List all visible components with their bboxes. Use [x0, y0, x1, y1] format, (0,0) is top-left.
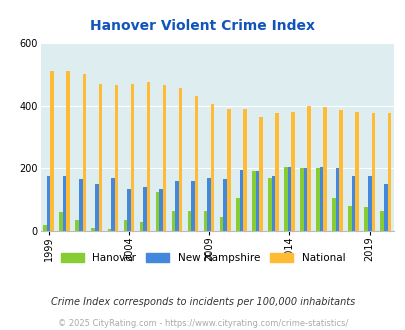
- Text: Hanover Violent Crime Index: Hanover Violent Crime Index: [90, 19, 315, 33]
- Bar: [223, 179, 226, 231]
- Bar: [354, 112, 358, 231]
- Bar: [347, 206, 351, 231]
- Bar: [43, 225, 47, 231]
- Bar: [107, 229, 111, 231]
- Bar: [322, 107, 326, 231]
- Bar: [335, 168, 339, 231]
- Bar: [207, 178, 211, 231]
- Bar: [235, 198, 239, 231]
- Bar: [95, 184, 98, 231]
- Bar: [351, 176, 354, 231]
- Bar: [315, 168, 319, 231]
- Bar: [203, 211, 207, 231]
- Bar: [220, 217, 223, 231]
- Bar: [50, 71, 54, 231]
- Bar: [211, 104, 214, 231]
- Bar: [287, 167, 290, 231]
- Bar: [175, 181, 178, 231]
- Bar: [111, 178, 114, 231]
- Bar: [191, 181, 194, 231]
- Bar: [339, 110, 342, 231]
- Bar: [271, 176, 275, 231]
- Legend: Hanover, New Hampshire, National: Hanover, New Hampshire, National: [56, 248, 349, 267]
- Bar: [255, 172, 258, 231]
- Bar: [299, 168, 303, 231]
- Bar: [303, 168, 307, 231]
- Bar: [146, 82, 150, 231]
- Bar: [284, 167, 287, 231]
- Bar: [171, 211, 175, 231]
- Bar: [82, 74, 86, 231]
- Bar: [387, 114, 390, 231]
- Bar: [159, 189, 162, 231]
- Bar: [143, 187, 146, 231]
- Bar: [319, 167, 322, 231]
- Text: © 2025 CityRating.com - https://www.cityrating.com/crime-statistics/: © 2025 CityRating.com - https://www.city…: [58, 319, 347, 328]
- Bar: [66, 71, 70, 231]
- Bar: [379, 211, 383, 231]
- Bar: [75, 220, 79, 231]
- Bar: [383, 184, 387, 231]
- Bar: [114, 85, 118, 231]
- Bar: [178, 88, 182, 231]
- Bar: [364, 208, 367, 231]
- Bar: [194, 96, 198, 231]
- Bar: [63, 176, 66, 231]
- Bar: [267, 178, 271, 231]
- Bar: [243, 109, 246, 231]
- Bar: [98, 84, 102, 231]
- Text: Crime Index corresponds to incidents per 100,000 inhabitants: Crime Index corresponds to incidents per…: [51, 297, 354, 307]
- Bar: [91, 228, 95, 231]
- Bar: [371, 114, 374, 231]
- Bar: [79, 179, 82, 231]
- Bar: [162, 85, 166, 231]
- Bar: [226, 109, 230, 231]
- Bar: [332, 198, 335, 231]
- Bar: [47, 176, 50, 231]
- Bar: [252, 172, 255, 231]
- Bar: [239, 170, 243, 231]
- Bar: [258, 116, 262, 231]
- Bar: [367, 176, 371, 231]
- Bar: [307, 106, 310, 231]
- Bar: [59, 212, 63, 231]
- Bar: [123, 220, 127, 231]
- Bar: [188, 211, 191, 231]
- Bar: [139, 222, 143, 231]
- Bar: [290, 112, 294, 231]
- Bar: [130, 84, 134, 231]
- Bar: [156, 192, 159, 231]
- Bar: [275, 114, 278, 231]
- Bar: [127, 189, 130, 231]
